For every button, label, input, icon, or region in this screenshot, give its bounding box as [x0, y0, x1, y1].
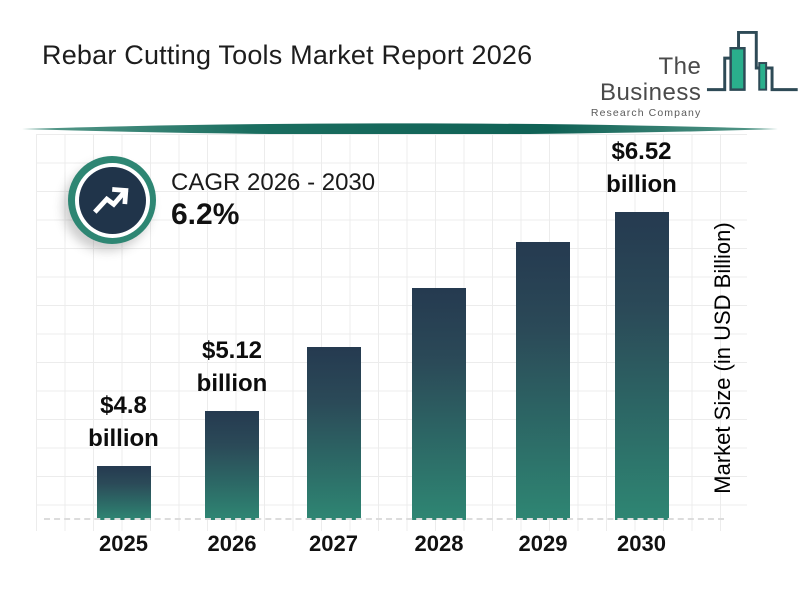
- x-axis-tick-2027: 2027: [309, 531, 358, 556]
- x-axis-tick-2030: 2030: [617, 531, 666, 556]
- badge-white-ring: [74, 162, 150, 238]
- cagr-text: CAGR 2026 - 2030 6.2%: [171, 168, 375, 232]
- trend-up-arrow-icon: [68, 156, 156, 244]
- bar-2029: [516, 242, 570, 520]
- bar-2026: [205, 411, 259, 520]
- y-axis-label: Market Size (in USD Billion): [710, 222, 735, 494]
- x-axis-tick-2028: 2028: [414, 531, 464, 556]
- bar-value-label-2030: $6.52 billion: [606, 138, 677, 198]
- x-axis-tick-2026: 2026: [207, 531, 257, 556]
- x-axis-tick-2025: 2025: [99, 531, 148, 556]
- x-axis-baseline: [44, 518, 724, 520]
- bar-value-label-2025: $4.8 billion: [88, 392, 159, 452]
- logo-text: The Business Research Company: [552, 53, 702, 120]
- bar-2025: [96, 466, 151, 520]
- logo-subname: Research Company: [590, 107, 702, 119]
- bar-2027: [306, 347, 361, 520]
- cagr-value: 6.2%: [171, 198, 240, 231]
- bar-2028: [412, 288, 466, 520]
- badge-core-circle: [78, 166, 146, 234]
- bar-chart-skyline-icon: [707, 30, 799, 92]
- page-title: Rebar Cutting Tools Market Report 2026: [42, 40, 533, 70]
- bar-2030: [614, 212, 669, 520]
- cagr-label: CAGR 2026 - 2030: [171, 169, 376, 196]
- logo-name: The Business: [599, 53, 702, 106]
- divider-ribbon: [22, 123, 778, 135]
- bar-value-label-2026: $5.12 billion: [196, 337, 268, 397]
- x-axis-tick-2029: 2029: [518, 531, 568, 556]
- trend-arrow-glyph: [93, 187, 129, 214]
- company-logo: The Business Research Company: [552, 26, 800, 119]
- cagr-badge: CAGR 2026 - 2030 6.2%: [68, 156, 375, 244]
